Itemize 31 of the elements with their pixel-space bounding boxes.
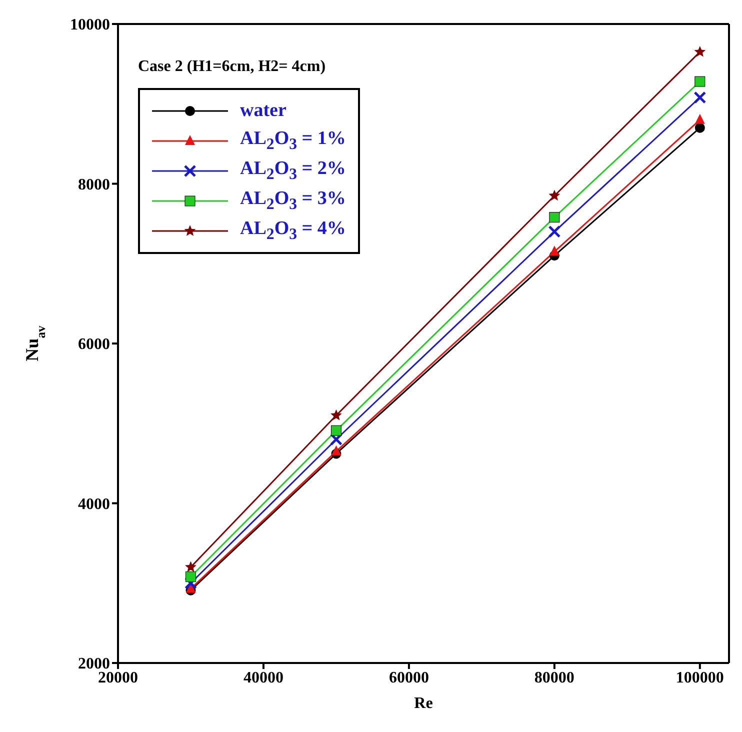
- point: [549, 212, 560, 223]
- point: [185, 561, 196, 572]
- point: [694, 76, 706, 87]
- point: [694, 114, 705, 124]
- x-tick-label: 60000: [388, 669, 429, 686]
- point: [548, 190, 560, 201]
- legend-label: water: [240, 100, 286, 122]
- point: [548, 225, 561, 238]
- legend-label: AL$_{2}$O$_{3}$ = 3%: [240, 188, 346, 214]
- point: [694, 122, 705, 133]
- x-tick-label: 40000: [243, 669, 284, 686]
- point: [330, 425, 342, 436]
- y-tick-label: 10000: [70, 16, 110, 34]
- point: [331, 445, 342, 456]
- legend-label: AL$_{2}$O$_{3}$ = 2%: [240, 158, 346, 184]
- x-axis-title: Re: [414, 695, 433, 712]
- point: [694, 91, 706, 104]
- y-tick-label: 6000: [78, 336, 110, 354]
- x-tick-label: 80000: [534, 669, 574, 686]
- legend-label: AL$_{2}$O$_{3}$ = 1%: [240, 128, 346, 154]
- point: [694, 46, 706, 57]
- y-tick-label: 4000: [78, 496, 110, 513]
- legend-label: AL$_{2}$O$_{3}$ = 4%: [240, 218, 346, 244]
- legend-title: Case 2 (H1=6cm, H2= 4cm): [138, 58, 327, 76]
- point: [330, 409, 342, 420]
- y-tick-label: 8000: [78, 176, 110, 194]
- point: [330, 433, 342, 446]
- point: [549, 246, 560, 256]
- point: [185, 571, 196, 582]
- point: [184, 576, 197, 590]
- x-tick-label: 100000: [676, 669, 724, 686]
